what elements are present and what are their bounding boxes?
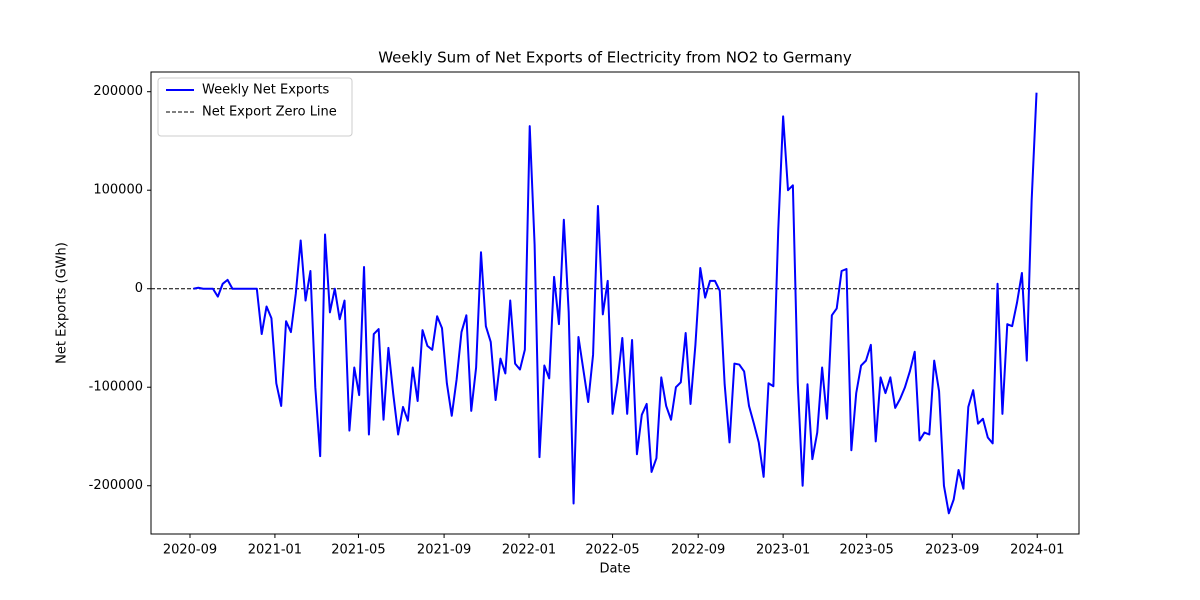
x-tick-label: 2022-09 bbox=[671, 543, 725, 558]
legend-box bbox=[157, 77, 353, 137]
legend-label: Weekly Net Exports bbox=[202, 83, 330, 98]
x-tick-label: 2021-01 bbox=[248, 543, 302, 558]
x-tick-label: 2024-01 bbox=[1010, 543, 1064, 558]
y-tick-label: 0 bbox=[135, 281, 143, 296]
x-tick-label: 2023-09 bbox=[925, 543, 979, 558]
y-tick-label: -100000 bbox=[89, 380, 143, 395]
x-tick-label: 2022-01 bbox=[502, 543, 556, 558]
x-tick-label: 2021-09 bbox=[417, 543, 471, 558]
y-tick-label: 100000 bbox=[93, 183, 143, 198]
x-tick-label: 2023-01 bbox=[756, 543, 810, 558]
y-tick-label: -200000 bbox=[89, 478, 143, 493]
chart-title: Weekly Sum of Net Exports of Electricity… bbox=[378, 49, 852, 67]
data-line bbox=[193, 92, 1038, 515]
x-axis-label: Date bbox=[599, 562, 630, 577]
legend-label: Net Export Zero Line bbox=[202, 105, 337, 120]
y-tick-label: 200000 bbox=[93, 84, 143, 99]
x-tick-label: 2020-09 bbox=[163, 543, 217, 558]
y-axis-label: Net Exports (GWh) bbox=[55, 242, 70, 364]
x-tick-label: 2023-05 bbox=[840, 543, 894, 558]
x-tick-label: 2021-05 bbox=[331, 543, 385, 558]
x-tick-label: 2022-05 bbox=[585, 543, 639, 558]
plot-frame bbox=[150, 71, 1080, 535]
